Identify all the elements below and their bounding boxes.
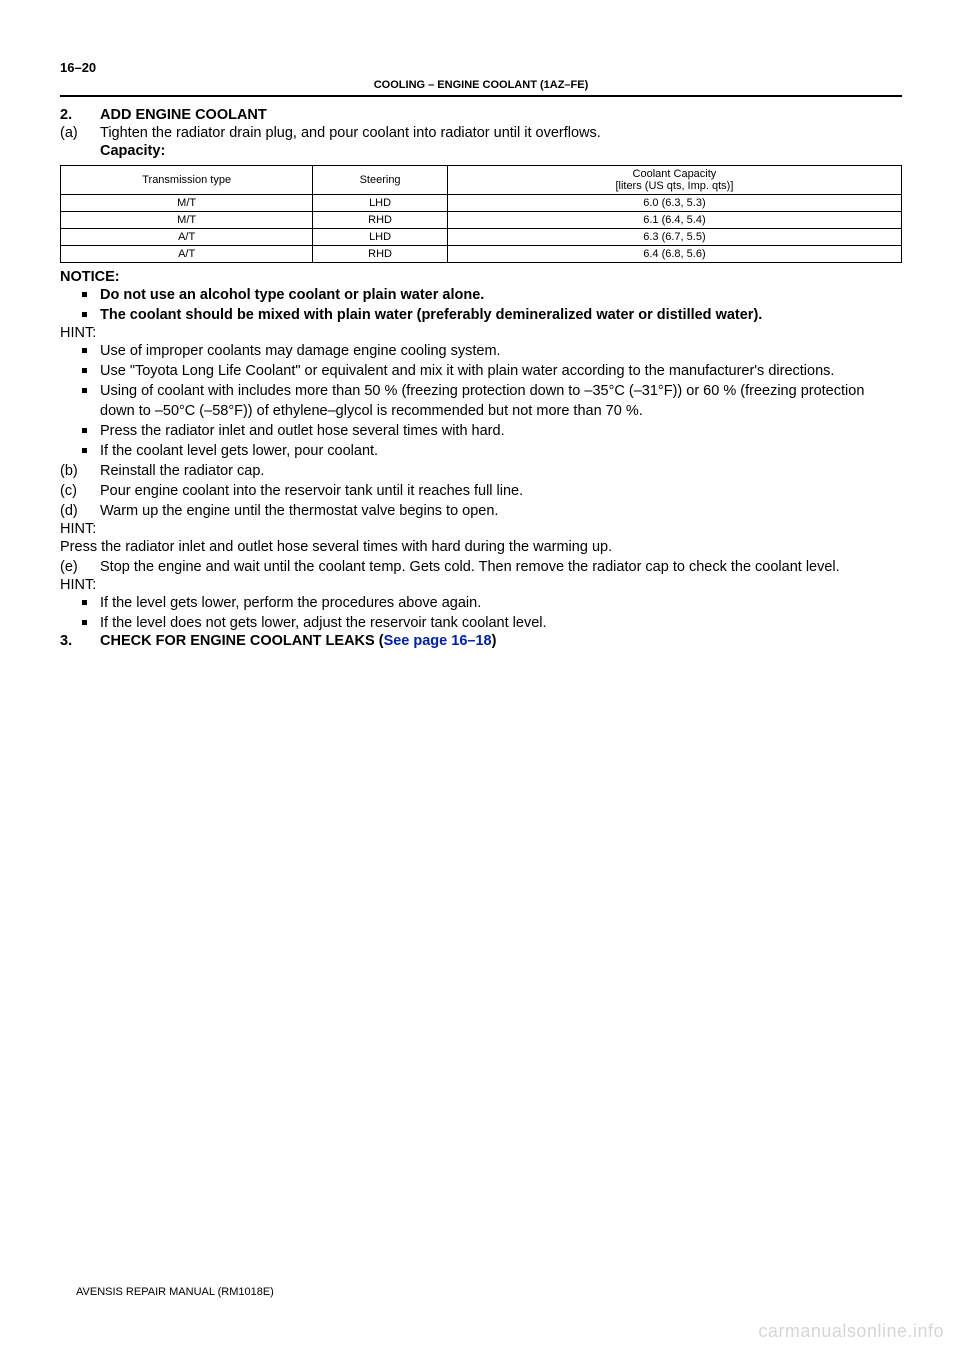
table-header-row: Transmission type Steering Coolant Capac…: [61, 166, 902, 195]
step3-after: ): [492, 633, 497, 649]
th-transmission: Transmission type: [61, 166, 313, 195]
hint2-text: Press the radiator inlet and outlet hose…: [60, 537, 902, 557]
step-e: (e)Stop the engine and wait until the co…: [60, 557, 902, 577]
cell: LHD: [313, 195, 448, 212]
cell: A/T: [61, 246, 313, 263]
list-item: If the level does not gets lower, adjust…: [60, 613, 902, 633]
step-c: (c)Pour engine coolant into the reservoi…: [60, 481, 902, 501]
watermark: carmanualsonline.info: [758, 1321, 944, 1342]
step-d-text: Warm up the engine until the thermostat …: [100, 503, 498, 519]
step2a-text: Tighten the radiator drain plug, and pou…: [100, 125, 601, 141]
step3-num: 3.: [60, 633, 100, 649]
cell: M/T: [61, 212, 313, 229]
cell: LHD: [313, 229, 448, 246]
list-item: Press the radiator inlet and outlet hose…: [60, 421, 902, 441]
page-number: 16–20: [60, 60, 902, 75]
step-b-text: Reinstall the radiator cap.: [100, 463, 264, 479]
step-e-label: (e): [60, 557, 100, 577]
step3-line: 3.CHECK FOR ENGINE COOLANT LEAKS (See pa…: [60, 633, 902, 649]
list-item: Do not use an alcohol type coolant or pl…: [60, 285, 902, 305]
hint1-label: HINT:: [60, 325, 902, 341]
hint1-list: Use of improper coolants may damage engi…: [60, 341, 902, 461]
step2-title: 2.ADD ENGINE COOLANT: [60, 107, 902, 123]
step2-title-text: ADD ENGINE COOLANT: [100, 107, 267, 123]
step-b: (b)Reinstall the radiator cap.: [60, 461, 902, 481]
step-c-text: Pour engine coolant into the reservoir t…: [100, 483, 523, 499]
capacity-table: Transmission type Steering Coolant Capac…: [60, 165, 902, 263]
list-item: Use of improper coolants may damage engi…: [60, 341, 902, 361]
th-capacity: Coolant Capacity [liters (US qts, Imp. q…: [447, 166, 901, 195]
step-d-label: (d): [60, 501, 100, 521]
cell: 6.1 (6.4, 5.4): [447, 212, 901, 229]
th-steering: Steering: [313, 166, 448, 195]
hint3-list: If the level gets lower, perform the pro…: [60, 593, 902, 633]
list-item: Use "Toyota Long Life Coolant" or equiva…: [60, 361, 902, 381]
step-b-label: (b): [60, 461, 100, 481]
th-capacity-l1: Coolant Capacity: [633, 168, 717, 180]
hint3-label: HINT:: [60, 577, 902, 593]
list-item: If the level gets lower, perform the pro…: [60, 593, 902, 613]
step3-before: CHECK FOR ENGINE COOLANT LEAKS (: [100, 633, 384, 649]
step3-link[interactable]: See page 16–18: [384, 633, 492, 649]
table-row: A/T RHD 6.4 (6.8, 5.6): [61, 246, 902, 263]
table-row: M/T RHD 6.1 (6.4, 5.4): [61, 212, 902, 229]
th-capacity-l2: [liters (US qts, Imp. qts)]: [615, 180, 733, 192]
top-rule: [60, 95, 902, 97]
notice-list: Do not use an alcohol type coolant or pl…: [60, 285, 902, 325]
list-item: The coolant should be mixed with plain w…: [60, 305, 902, 325]
hint2-label: HINT:: [60, 521, 902, 537]
capacity-label: Capacity:: [100, 143, 902, 159]
cell: 6.3 (6.7, 5.5): [447, 229, 901, 246]
list-item: If the coolant level gets lower, pour co…: [60, 441, 902, 461]
step-e-text: Stop the engine and wait until the coola…: [100, 557, 890, 577]
step-d: (d)Warm up the engine until the thermost…: [60, 501, 902, 521]
cell: M/T: [61, 195, 313, 212]
footer-text: AVENSIS REPAIR MANUAL (RM1018E): [76, 1286, 274, 1298]
step2-num: 2.: [60, 107, 100, 123]
notice-label: NOTICE:: [60, 269, 902, 285]
cell: 6.4 (6.8, 5.6): [447, 246, 901, 263]
table-row: M/T LHD 6.0 (6.3, 5.3): [61, 195, 902, 212]
cell: A/T: [61, 229, 313, 246]
step2a-line: (a)Tighten the radiator drain plug, and …: [60, 125, 902, 141]
list-item: Using of coolant with includes more than…: [60, 381, 902, 421]
cell: 6.0 (6.3, 5.3): [447, 195, 901, 212]
step2a-label: (a): [60, 125, 100, 141]
cell: RHD: [313, 212, 448, 229]
header-line: COOLING – ENGINE COOLANT (1AZ–FE): [60, 79, 902, 95]
cell: RHD: [313, 246, 448, 263]
table-row: A/T LHD 6.3 (6.7, 5.5): [61, 229, 902, 246]
step-c-label: (c): [60, 481, 100, 501]
